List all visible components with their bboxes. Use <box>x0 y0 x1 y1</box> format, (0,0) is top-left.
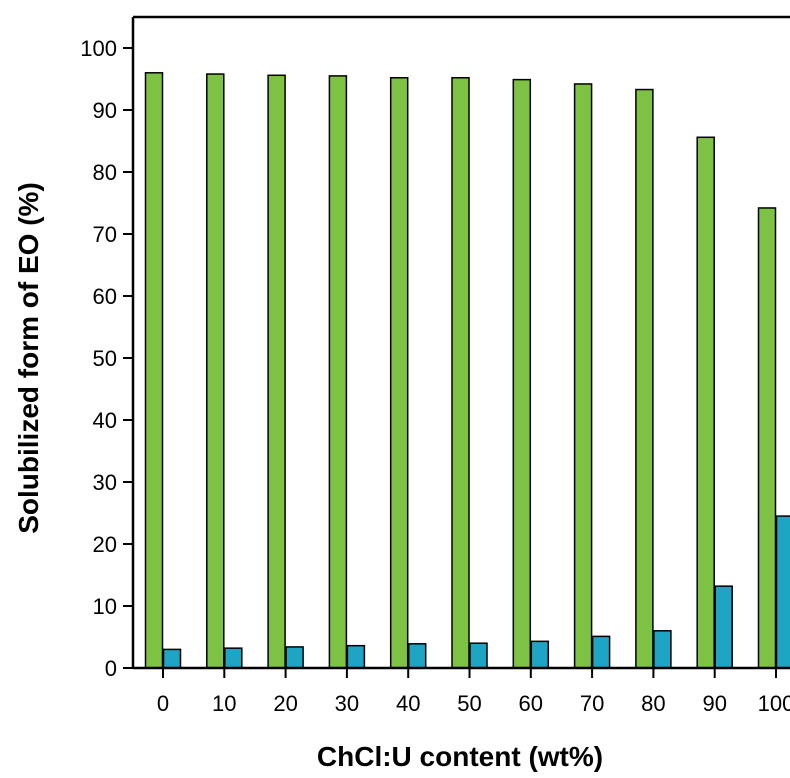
x-tick-label: 0 <box>157 691 169 716</box>
bar-series-1 <box>635 88 654 669</box>
bar-series-2 <box>162 648 182 669</box>
bar-series-1 <box>573 83 593 669</box>
y-axis-title: Solubilized form of EO (%) <box>13 182 44 534</box>
bar-series-2 <box>407 643 427 669</box>
x-tick-label: 70 <box>580 691 604 716</box>
y-tick-label: 90 <box>93 98 117 123</box>
y-tick-label: 40 <box>93 408 117 433</box>
bar-series-1 <box>389 77 409 669</box>
x-axis-ticks: 0 10 20 30 40 50 60 70 80 90 100 <box>157 668 790 716</box>
bar-series-2 <box>346 644 366 669</box>
y-tick-label: 20 <box>93 532 117 557</box>
y-tick-label: 70 <box>93 222 117 247</box>
y-tick-label: 80 <box>93 160 117 185</box>
x-tick-label: 80 <box>641 691 665 716</box>
y-tick-label: 30 <box>93 470 117 495</box>
y-axis-ticks: 0 10 20 30 40 50 60 70 80 90 100 <box>80 36 133 681</box>
bar-series-1 <box>206 73 225 669</box>
bar-series-2 <box>775 515 790 669</box>
x-tick-label: 10 <box>212 691 236 716</box>
bar-series-1 <box>451 77 470 669</box>
x-tick-label: 30 <box>335 691 359 716</box>
bar-series-2 <box>224 647 243 669</box>
bar-series-2 <box>285 646 304 669</box>
y-tick-label: 10 <box>93 594 117 619</box>
y-tick-label: 50 <box>93 346 117 371</box>
bar-series-1 <box>696 136 715 669</box>
bar-series-2 <box>714 585 733 669</box>
x-tick-label: 100 <box>758 691 790 716</box>
bar-series-2 <box>591 635 611 669</box>
bar-series-1 <box>267 74 286 669</box>
bar-series-1 <box>757 207 777 669</box>
y-tick-label: 100 <box>80 36 117 61</box>
bars <box>144 72 790 669</box>
x-axis-title: ChCl:U content (wt%) <box>317 741 603 772</box>
bar-series-2 <box>653 630 672 669</box>
bar-series-1 <box>512 78 532 669</box>
x-tick-label: 60 <box>519 691 543 716</box>
x-tick-label: 40 <box>396 691 420 716</box>
x-tick-label: 20 <box>273 691 297 716</box>
bar-series-1 <box>328 75 348 669</box>
x-tick-label: 90 <box>702 691 726 716</box>
y-tick-label: 60 <box>93 284 117 309</box>
bar-series-2 <box>469 642 488 669</box>
y-tick-label: 0 <box>105 656 117 681</box>
bar-series-1 <box>144 72 164 669</box>
x-tick-label: 50 <box>457 691 481 716</box>
bar-series-2 <box>530 640 550 669</box>
